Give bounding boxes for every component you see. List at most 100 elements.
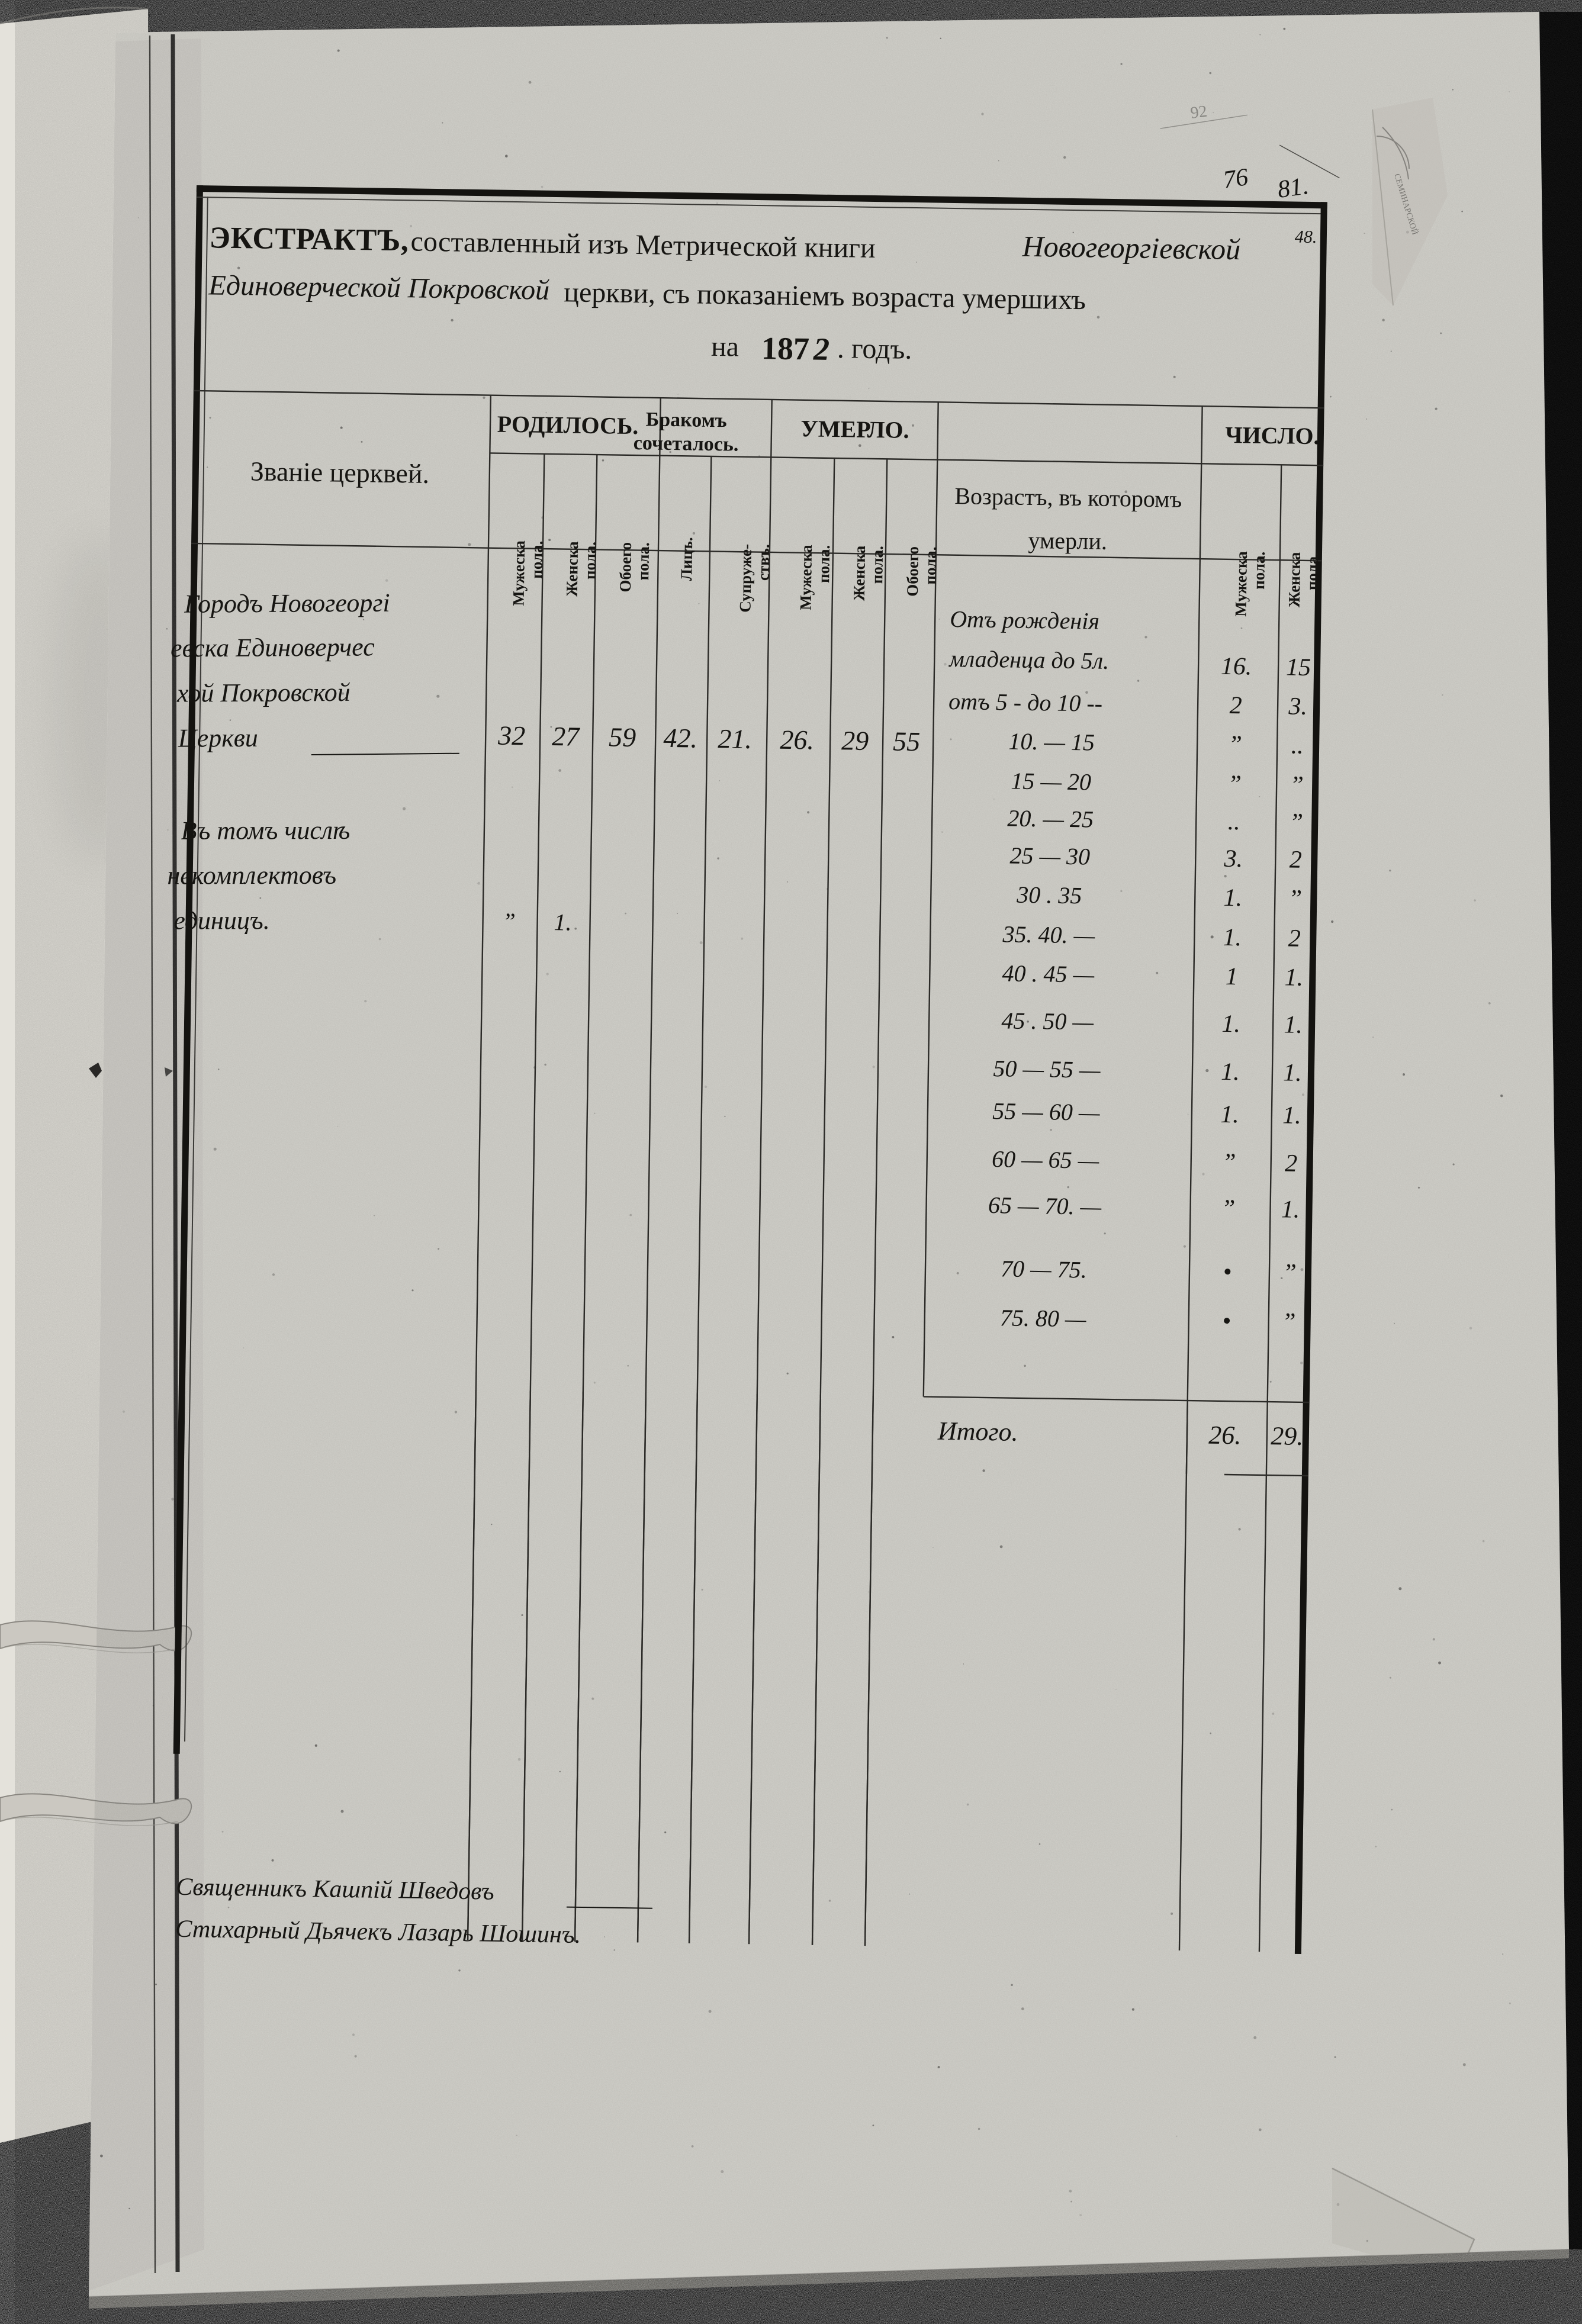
svg-text:умерли.: умерли.	[1028, 527, 1107, 555]
svg-text:1.: 1.	[1223, 884, 1242, 912]
svg-text:1.: 1.	[1221, 1058, 1240, 1086]
svg-text:некомплектовъ: некомплектовъ	[167, 861, 336, 890]
svg-text:1: 1	[1226, 963, 1239, 990]
svg-text:1.: 1.	[1283, 1059, 1302, 1086]
svg-text:55: 55	[893, 726, 921, 757]
svg-text:25 — 30: 25 — 30	[1009, 842, 1090, 870]
svg-text:”: ”	[1222, 1149, 1236, 1176]
svg-text:50 — 55 —: 50 — 55 —	[993, 1055, 1101, 1083]
svg-text:Священникъ Кашпiй Шведовъ: Священникъ Кашпiй Шведовъ	[176, 1874, 494, 1905]
svg-text:1.: 1.	[1284, 964, 1303, 991]
svg-text:ЧИСЛО.: ЧИСЛО.	[1225, 421, 1320, 449]
svg-text:3.: 3.	[1223, 845, 1243, 873]
svg-text:. годъ.: . годъ.	[837, 333, 912, 365]
svg-text:Въ томъ числѣ: Въ томъ числѣ	[181, 816, 351, 845]
svg-text:26.: 26.	[1208, 1421, 1242, 1450]
svg-text:”: ”	[502, 908, 516, 935]
svg-text:1.: 1.	[1220, 1101, 1239, 1128]
svg-text:пола.: пола.	[815, 545, 833, 584]
svg-text:30 . 35: 30 . 35	[1016, 881, 1082, 909]
svg-text:187: 187	[761, 330, 810, 366]
svg-text:26.: 26.	[780, 725, 814, 755]
svg-text:3.: 3.	[1288, 693, 1307, 720]
svg-text:Званіе церквей.: Званіе церквей.	[250, 456, 429, 488]
svg-text:Мужеска: Мужеска	[1231, 551, 1250, 617]
svg-text:пола.: пола.	[1250, 551, 1268, 590]
svg-text:2: 2	[1285, 1150, 1298, 1177]
svg-text:15 — 20: 15 — 20	[1011, 768, 1091, 796]
svg-text:•: •	[1222, 1308, 1231, 1335]
svg-text:пола.: пола.	[581, 542, 599, 580]
svg-text:”: ”	[1227, 771, 1242, 798]
svg-text:Итого.: Итого.	[937, 1417, 1018, 1447]
svg-text:Обоего: Обоего	[903, 546, 922, 597]
svg-text:”: ”	[1221, 1195, 1236, 1222]
svg-text:1.: 1.	[1221, 1010, 1240, 1038]
svg-text:59: 59	[609, 722, 636, 752]
svg-text:Единоверческой Покровской: Единоверческой Покровской	[208, 269, 549, 306]
svg-text:Лицъ.: Лицъ.	[677, 537, 696, 581]
svg-text:Церкви: Церкви	[178, 723, 258, 753]
svg-text:ЭКСТРАКТЪ,: ЭКСТРАКТЪ,	[209, 221, 409, 257]
svg-text:”: ”	[1282, 1308, 1296, 1335]
svg-text:48.: 48.	[1295, 227, 1317, 247]
svg-text:церкви, съ показаніемъ возраст: церкви, съ показаніемъ возраста умершихъ	[564, 276, 1086, 316]
svg-text:Женска: Женска	[1285, 552, 1304, 607]
svg-text:”: ”	[1282, 1259, 1297, 1286]
svg-text:Новогеоргіевской: Новогеоргіевской	[1021, 230, 1240, 266]
svg-text:16.: 16.	[1221, 653, 1252, 681]
svg-text:”: ”	[1289, 809, 1303, 836]
svg-text:пола.: пола.	[528, 540, 546, 579]
svg-text:10. — 15: 10. — 15	[1008, 728, 1095, 755]
svg-text:20. — 25: 20. — 25	[1007, 804, 1094, 832]
svg-text:пола.: пола.	[868, 546, 886, 584]
svg-text:пола.: пола.	[634, 542, 652, 581]
svg-text:65 — 70. —: 65 — 70. —	[988, 1192, 1102, 1220]
svg-text:29: 29	[841, 725, 869, 756]
svg-text:..: ..	[1227, 808, 1240, 835]
svg-text:Мужеска: Мужеска	[510, 540, 529, 606]
svg-text:32: 32	[497, 720, 526, 751]
svg-text:Женска: Женска	[563, 541, 581, 597]
svg-text:ствъ.: ствъ.	[754, 544, 773, 581]
svg-text:Возрастъ, въ которомъ: Возрастъ, въ которомъ	[954, 482, 1182, 513]
svg-text:Отъ рожденiя: Отъ рожденiя	[950, 606, 1099, 635]
svg-text:45 . 50 —: 45 . 50 —	[1001, 1007, 1094, 1035]
svg-text:1.: 1.	[1223, 924, 1242, 951]
svg-text:60 — 65 —: 60 — 65 —	[992, 1145, 1099, 1174]
svg-text:младенца до 5л.: младенца до 5л.	[948, 645, 1110, 674]
svg-text:сочеталось.: сочеталось.	[634, 432, 739, 456]
svg-text:хой Покровской: хой Покровской	[176, 678, 351, 708]
svg-text:81.: 81.	[1276, 172, 1310, 204]
svg-text:1.: 1.	[1282, 1102, 1301, 1129]
svg-text:пола.: пола.	[1303, 552, 1321, 591]
svg-text:пола.: пола.	[921, 546, 940, 585]
svg-text:42.: 42.	[663, 723, 697, 754]
svg-text:27: 27	[552, 721, 581, 752]
svg-text:Бракомъ: Бракомъ	[646, 408, 727, 432]
svg-text:76: 76	[1221, 163, 1250, 194]
svg-text:1.: 1.	[1281, 1196, 1300, 1223]
svg-text:Обоего: Обоего	[616, 542, 635, 593]
svg-text:..: ..	[1291, 732, 1304, 759]
svg-text:21.: 21.	[718, 723, 752, 754]
svg-text:на: на	[711, 331, 739, 363]
svg-text:отъ 5 - до 10 --: отъ 5 - до 10 --	[948, 688, 1102, 717]
svg-text:70 — 75.: 70 — 75.	[1001, 1255, 1087, 1283]
svg-text:2: 2	[813, 331, 830, 366]
svg-text:35. 40. —: 35. 40. —	[1002, 920, 1095, 948]
svg-text:•: •	[1223, 1258, 1231, 1286]
svg-text:РОДИЛОСЬ.: РОДИЛОСЬ.	[497, 411, 638, 440]
svg-text:Женска: Женска	[850, 545, 869, 601]
svg-text:40 . 45 —: 40 . 45 —	[1002, 960, 1095, 987]
svg-text:55 — 60 —: 55 — 60 —	[992, 1097, 1100, 1126]
svg-text:УМЕРЛО.: УМЕРЛО.	[800, 415, 909, 443]
svg-text:единицъ.: единицъ.	[173, 906, 269, 935]
svg-text:”: ”	[1288, 885, 1302, 912]
svg-text:75. 80 —: 75. 80 —	[1000, 1304, 1087, 1332]
svg-text:Мужеска: Мужеска	[796, 545, 815, 610]
svg-text:евска Единоверчес: евска Единоверчес	[171, 632, 375, 662]
svg-text:15: 15	[1286, 654, 1311, 681]
svg-text:Городъ Новогеоргі: Городъ Новогеоргі	[184, 588, 390, 619]
svg-text:составленный изъ Метрической к: составленный изъ Метрической книги	[410, 226, 876, 264]
